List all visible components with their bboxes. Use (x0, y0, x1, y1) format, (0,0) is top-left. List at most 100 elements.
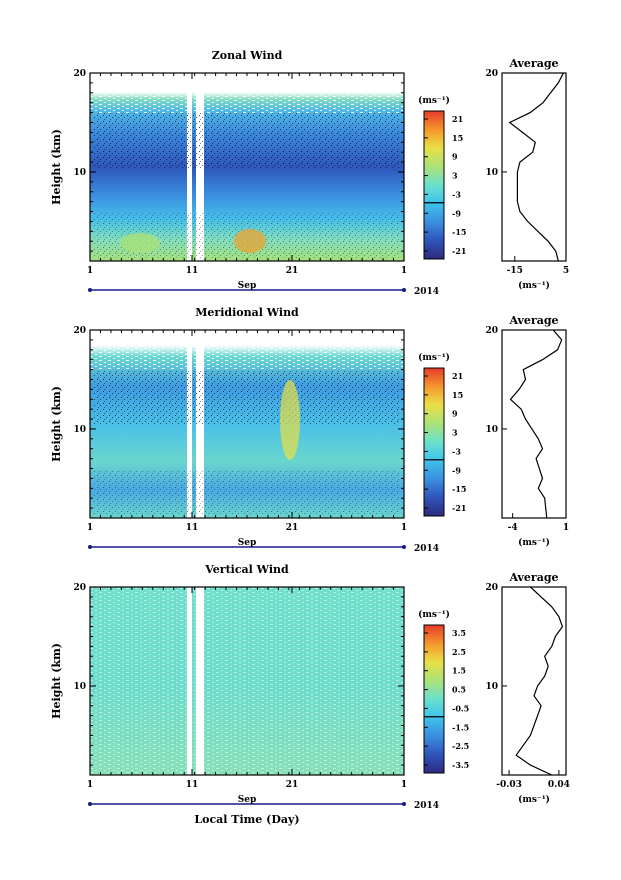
average-x-tick-label: -0.03 (496, 780, 522, 790)
warm-region (120, 233, 160, 253)
x-tick-label: 11 (186, 266, 199, 276)
colorbar-tick-label: 9 (452, 152, 458, 162)
x-tick-label: 1 (87, 523, 93, 533)
x-tick-label: 1 (401, 266, 407, 276)
y-tick-label: 20 (73, 583, 86, 593)
x-tick-label: 11 (186, 523, 199, 533)
average-title: Average (508, 57, 558, 70)
contour-speckle (94, 370, 400, 425)
colorbar-tick-label: -1.5 (452, 722, 469, 732)
average-x-label: (ms⁻¹) (518, 794, 550, 805)
colorbar-tick-label: 15 (452, 390, 463, 400)
year-label: 2014 (414, 287, 439, 297)
colorbar-tick-label: -21 (452, 246, 466, 256)
colorbar-unit: (ms⁻¹) (418, 609, 450, 620)
y-tick-label: 20 (73, 69, 86, 79)
colorbar-tick-label: 1.5 (452, 666, 466, 676)
average-profile-line (509, 329, 563, 519)
average-y-tick-label: 20 (485, 583, 498, 593)
colorbar-tick-label: -15 (452, 484, 466, 494)
colorbar-tick-label: -15 (452, 227, 466, 237)
colorbar-tick-label: 15 (452, 133, 463, 143)
average-y-tick-label: 10 (485, 682, 498, 692)
average-title: Average (508, 571, 558, 584)
average-title: Average (508, 314, 558, 327)
colorbar-tick-label: -3.5 (452, 760, 469, 770)
warm-region (234, 229, 266, 253)
month-bar-end (88, 545, 92, 549)
year-label: 2014 (414, 801, 439, 811)
colorbar-tick-label: 0.5 (452, 685, 466, 695)
x-tick-label: 11 (186, 780, 199, 790)
sparse-noise (90, 587, 404, 775)
x-tick-label: 1 (87, 780, 93, 790)
average-x-label: (ms⁻¹) (518, 537, 550, 548)
month-bar-end (88, 288, 92, 292)
contour-speckle (94, 113, 400, 168)
average-y-tick-label: 10 (485, 425, 498, 435)
average-y-tick-label: 10 (485, 168, 498, 178)
average-y-tick-label: 20 (485, 326, 498, 336)
warm-region (280, 380, 300, 460)
sparse-top (90, 73, 404, 113)
month-label: Sep (238, 795, 257, 805)
colorbar-tick-label: 21 (452, 371, 463, 381)
colorbar-tick-label: -3 (452, 189, 461, 199)
x-tick-label: 21 (286, 780, 299, 790)
x-axis-label: Local Time (Day) (194, 813, 299, 826)
contour-speckle (94, 470, 400, 515)
colorbar-tick-label: 21 (452, 114, 463, 124)
x-tick-label: 1 (401, 780, 407, 790)
colorbar-tick-label: 3 (452, 171, 458, 181)
colorbar-tick-label: -0.5 (452, 703, 469, 713)
colorbar-tick-label: -9 (452, 208, 461, 218)
colorbar-unit: (ms⁻¹) (418, 95, 450, 106)
y-axis-label: Height (km) (50, 643, 63, 719)
colorbar-tick-label: 2.5 (452, 647, 466, 657)
x-tick-label: 1 (401, 523, 407, 533)
average-x-tick-label: 5 (563, 266, 569, 276)
average-x-tick-label: 1 (563, 523, 569, 533)
average-x-tick-label: 0.04 (548, 780, 570, 790)
y-tick-label: 10 (73, 168, 86, 178)
colorbar-tick-label: -2.5 (452, 741, 469, 751)
panel-title: Meridional Wind (195, 306, 299, 319)
colorbar-tick-label: 9 (452, 409, 458, 419)
y-tick-label: 10 (73, 425, 86, 435)
sparse-top (90, 330, 404, 370)
colorbar-tick-label: 3 (452, 428, 458, 438)
y-tick-label: 10 (73, 682, 86, 692)
average-frame (501, 586, 567, 776)
colorbar (423, 624, 445, 774)
average-frame (501, 72, 567, 262)
y-axis-label: Height (km) (50, 386, 63, 462)
month-label: Sep (238, 538, 257, 548)
month-bar-end (88, 802, 92, 806)
colorbar-tick-label: 3.5 (452, 628, 466, 638)
average-profile-line (508, 72, 564, 262)
x-tick-label: 21 (286, 523, 299, 533)
year-label: 2014 (414, 544, 439, 554)
x-tick-label: 21 (286, 266, 299, 276)
month-bar-end (402, 288, 406, 292)
colorbar-tick-label: -3 (452, 446, 461, 456)
y-axis-label: Height (km) (50, 129, 63, 205)
average-y-tick-label: 20 (485, 69, 498, 79)
colorbar-unit: (ms⁻¹) (418, 352, 450, 363)
month-label: Sep (238, 281, 257, 291)
average-x-tick-label: -15 (507, 266, 523, 276)
average-x-tick-label: -4 (508, 523, 518, 533)
colorbar-tick-label: -9 (452, 465, 461, 475)
y-tick-label: 20 (73, 326, 86, 336)
panel-title: Zonal Wind (212, 49, 283, 62)
average-profile-line (515, 586, 564, 776)
average-frame (501, 329, 567, 519)
x-tick-label: 1 (87, 266, 93, 276)
panel-title: Vertical Wind (204, 563, 289, 576)
colorbar-tick-label: -21 (452, 503, 466, 513)
colorbar (423, 367, 445, 517)
